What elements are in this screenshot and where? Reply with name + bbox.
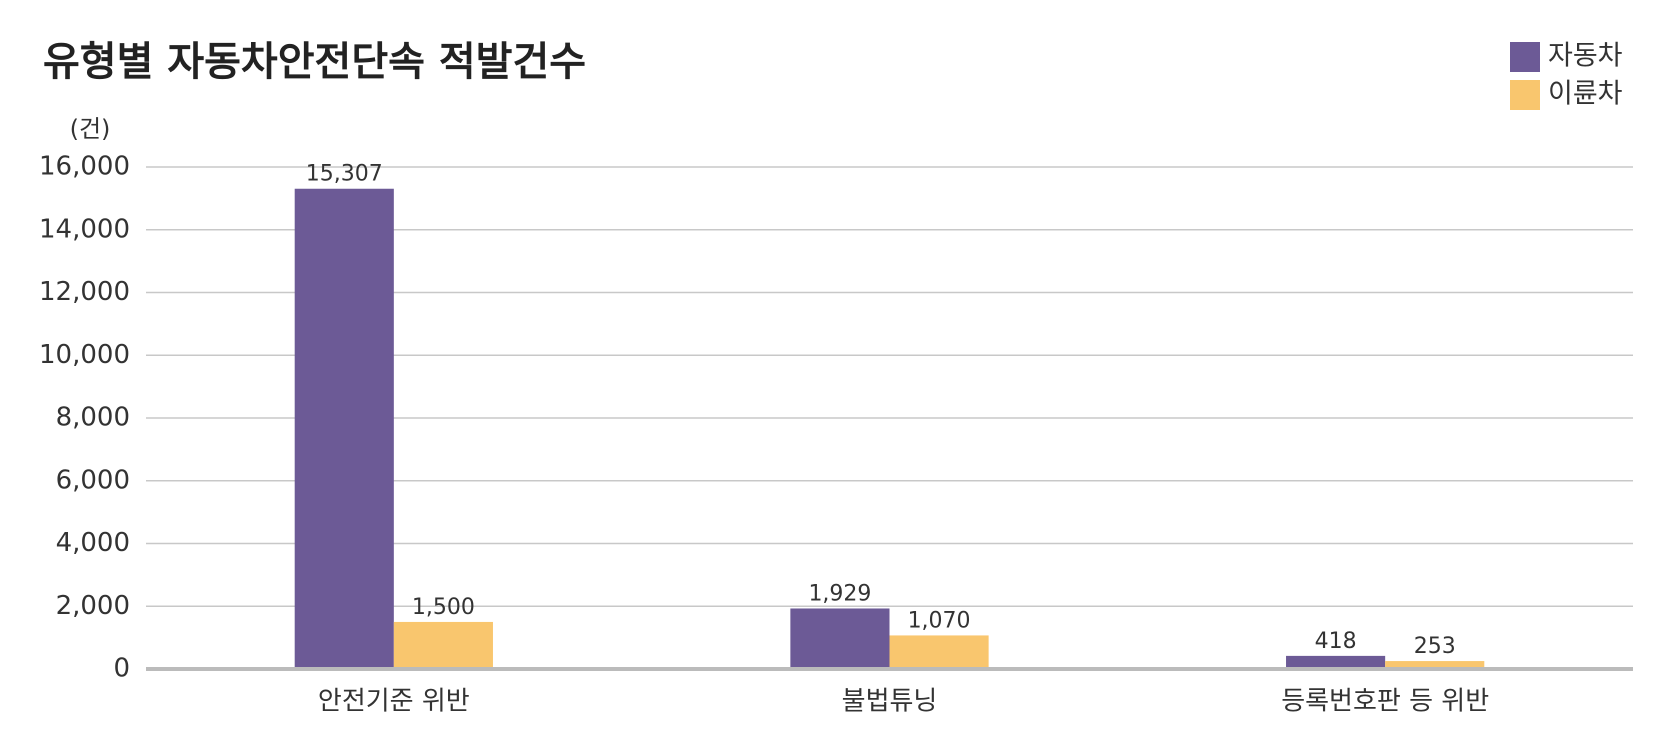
- legend-swatch: [1510, 42, 1540, 72]
- x-tick-label: 불법튜닝: [842, 687, 938, 717]
- y-unit: (건): [70, 115, 111, 143]
- value-label: 1,929: [808, 581, 871, 606]
- y-tick-label: 14,000: [39, 214, 130, 244]
- value-label: 15,307: [306, 162, 383, 187]
- legend-swatch: [1510, 80, 1540, 110]
- y-tick-label: 12,000: [39, 277, 130, 307]
- y-tick-label: 10,000: [39, 340, 130, 370]
- legend-label: 자동차: [1548, 41, 1623, 72]
- value-label: 1,070: [908, 608, 971, 633]
- bar: [393, 621, 493, 669]
- y-tick-label: 8,000: [56, 403, 130, 433]
- bar: [889, 635, 989, 669]
- legend-label: 이륜차: [1548, 79, 1623, 110]
- x-tick-label: 등록번호판 등 위반: [1281, 687, 1489, 717]
- value-label: 1,500: [412, 595, 475, 620]
- y-tick-label: 6,000: [56, 465, 130, 495]
- bar: [790, 608, 890, 669]
- bar: [1385, 661, 1485, 669]
- bar: [1286, 655, 1386, 669]
- chart-title: 유형별 자동차안전단속 적발건수: [43, 39, 586, 85]
- x-tick-label: 안전기준 위반: [318, 687, 470, 717]
- y-tick-label: 4,000: [56, 528, 130, 558]
- y-tick-label: 2,000: [56, 591, 130, 621]
- y-tick-label: 0: [113, 654, 130, 684]
- value-label: 253: [1414, 634, 1456, 659]
- y-tick-label: 16,000: [39, 152, 130, 182]
- value-label: 418: [1315, 629, 1357, 654]
- bar: [294, 188, 394, 670]
